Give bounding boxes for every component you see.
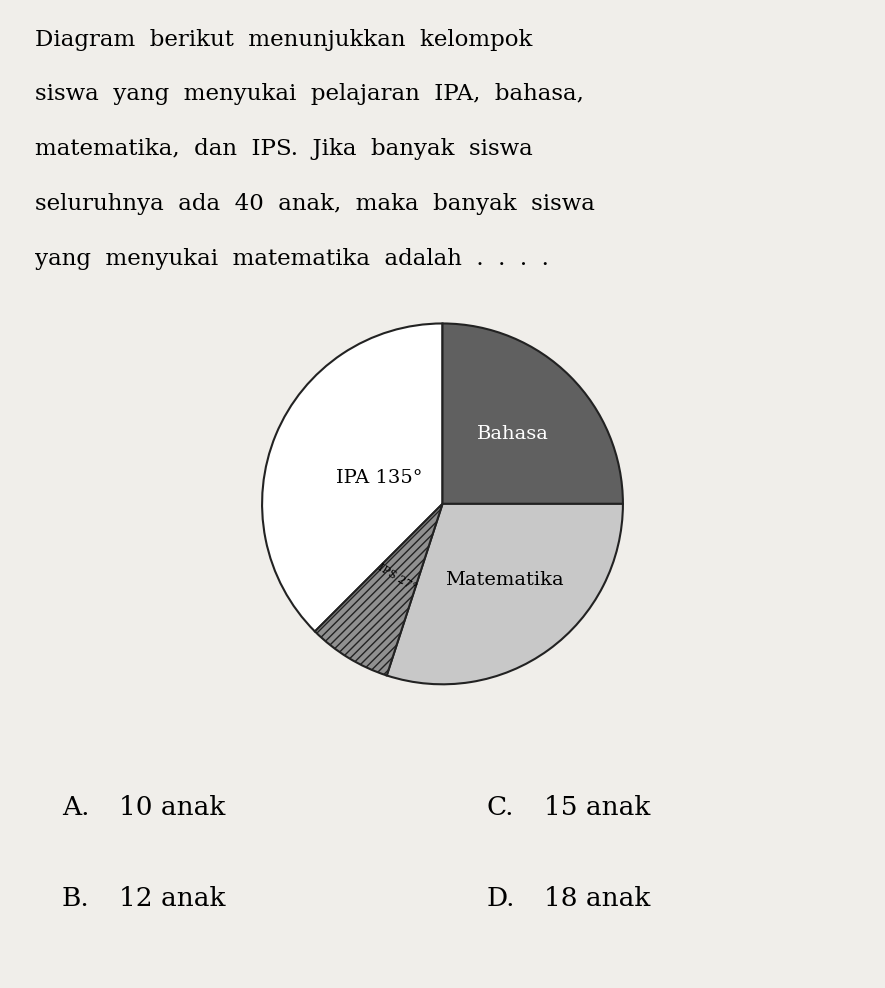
Text: 18 anak: 18 anak <box>544 885 650 911</box>
Text: 15 anak: 15 anak <box>544 794 650 820</box>
Text: Bahasa: Bahasa <box>477 425 549 443</box>
Wedge shape <box>262 323 442 631</box>
Text: IPA 135°: IPA 135° <box>336 468 422 487</box>
Wedge shape <box>315 504 442 676</box>
Text: 12 anak: 12 anak <box>119 885 226 911</box>
Wedge shape <box>442 323 623 504</box>
Text: Diagram  berikut  menunjukkan  kelompok: Diagram berikut menunjukkan kelompok <box>35 29 533 50</box>
Text: C.: C. <box>487 794 514 820</box>
Wedge shape <box>387 504 623 685</box>
Text: B.: B. <box>62 885 89 911</box>
Text: 10 anak: 10 anak <box>119 794 226 820</box>
Text: siswa  yang  menyukai  pelajaran  IPA,  bahasa,: siswa yang menyukai pelajaran IPA, bahas… <box>35 84 584 106</box>
Text: IPS 27°: IPS 27° <box>376 562 418 593</box>
Text: matematika,  dan  IPS.  Jika  banyak  siswa: matematika, dan IPS. Jika banyak siswa <box>35 138 533 160</box>
Text: seluruhnya  ada  40  anak,  maka  banyak  siswa: seluruhnya ada 40 anak, maka banyak sisw… <box>35 194 596 215</box>
Text: A.: A. <box>62 794 89 820</box>
Text: Matematika: Matematika <box>444 571 564 589</box>
Text: D.: D. <box>487 885 515 911</box>
Text: yang  menyukai  matematika  adalah  .  .  .  .: yang menyukai matematika adalah . . . . <box>35 248 550 270</box>
